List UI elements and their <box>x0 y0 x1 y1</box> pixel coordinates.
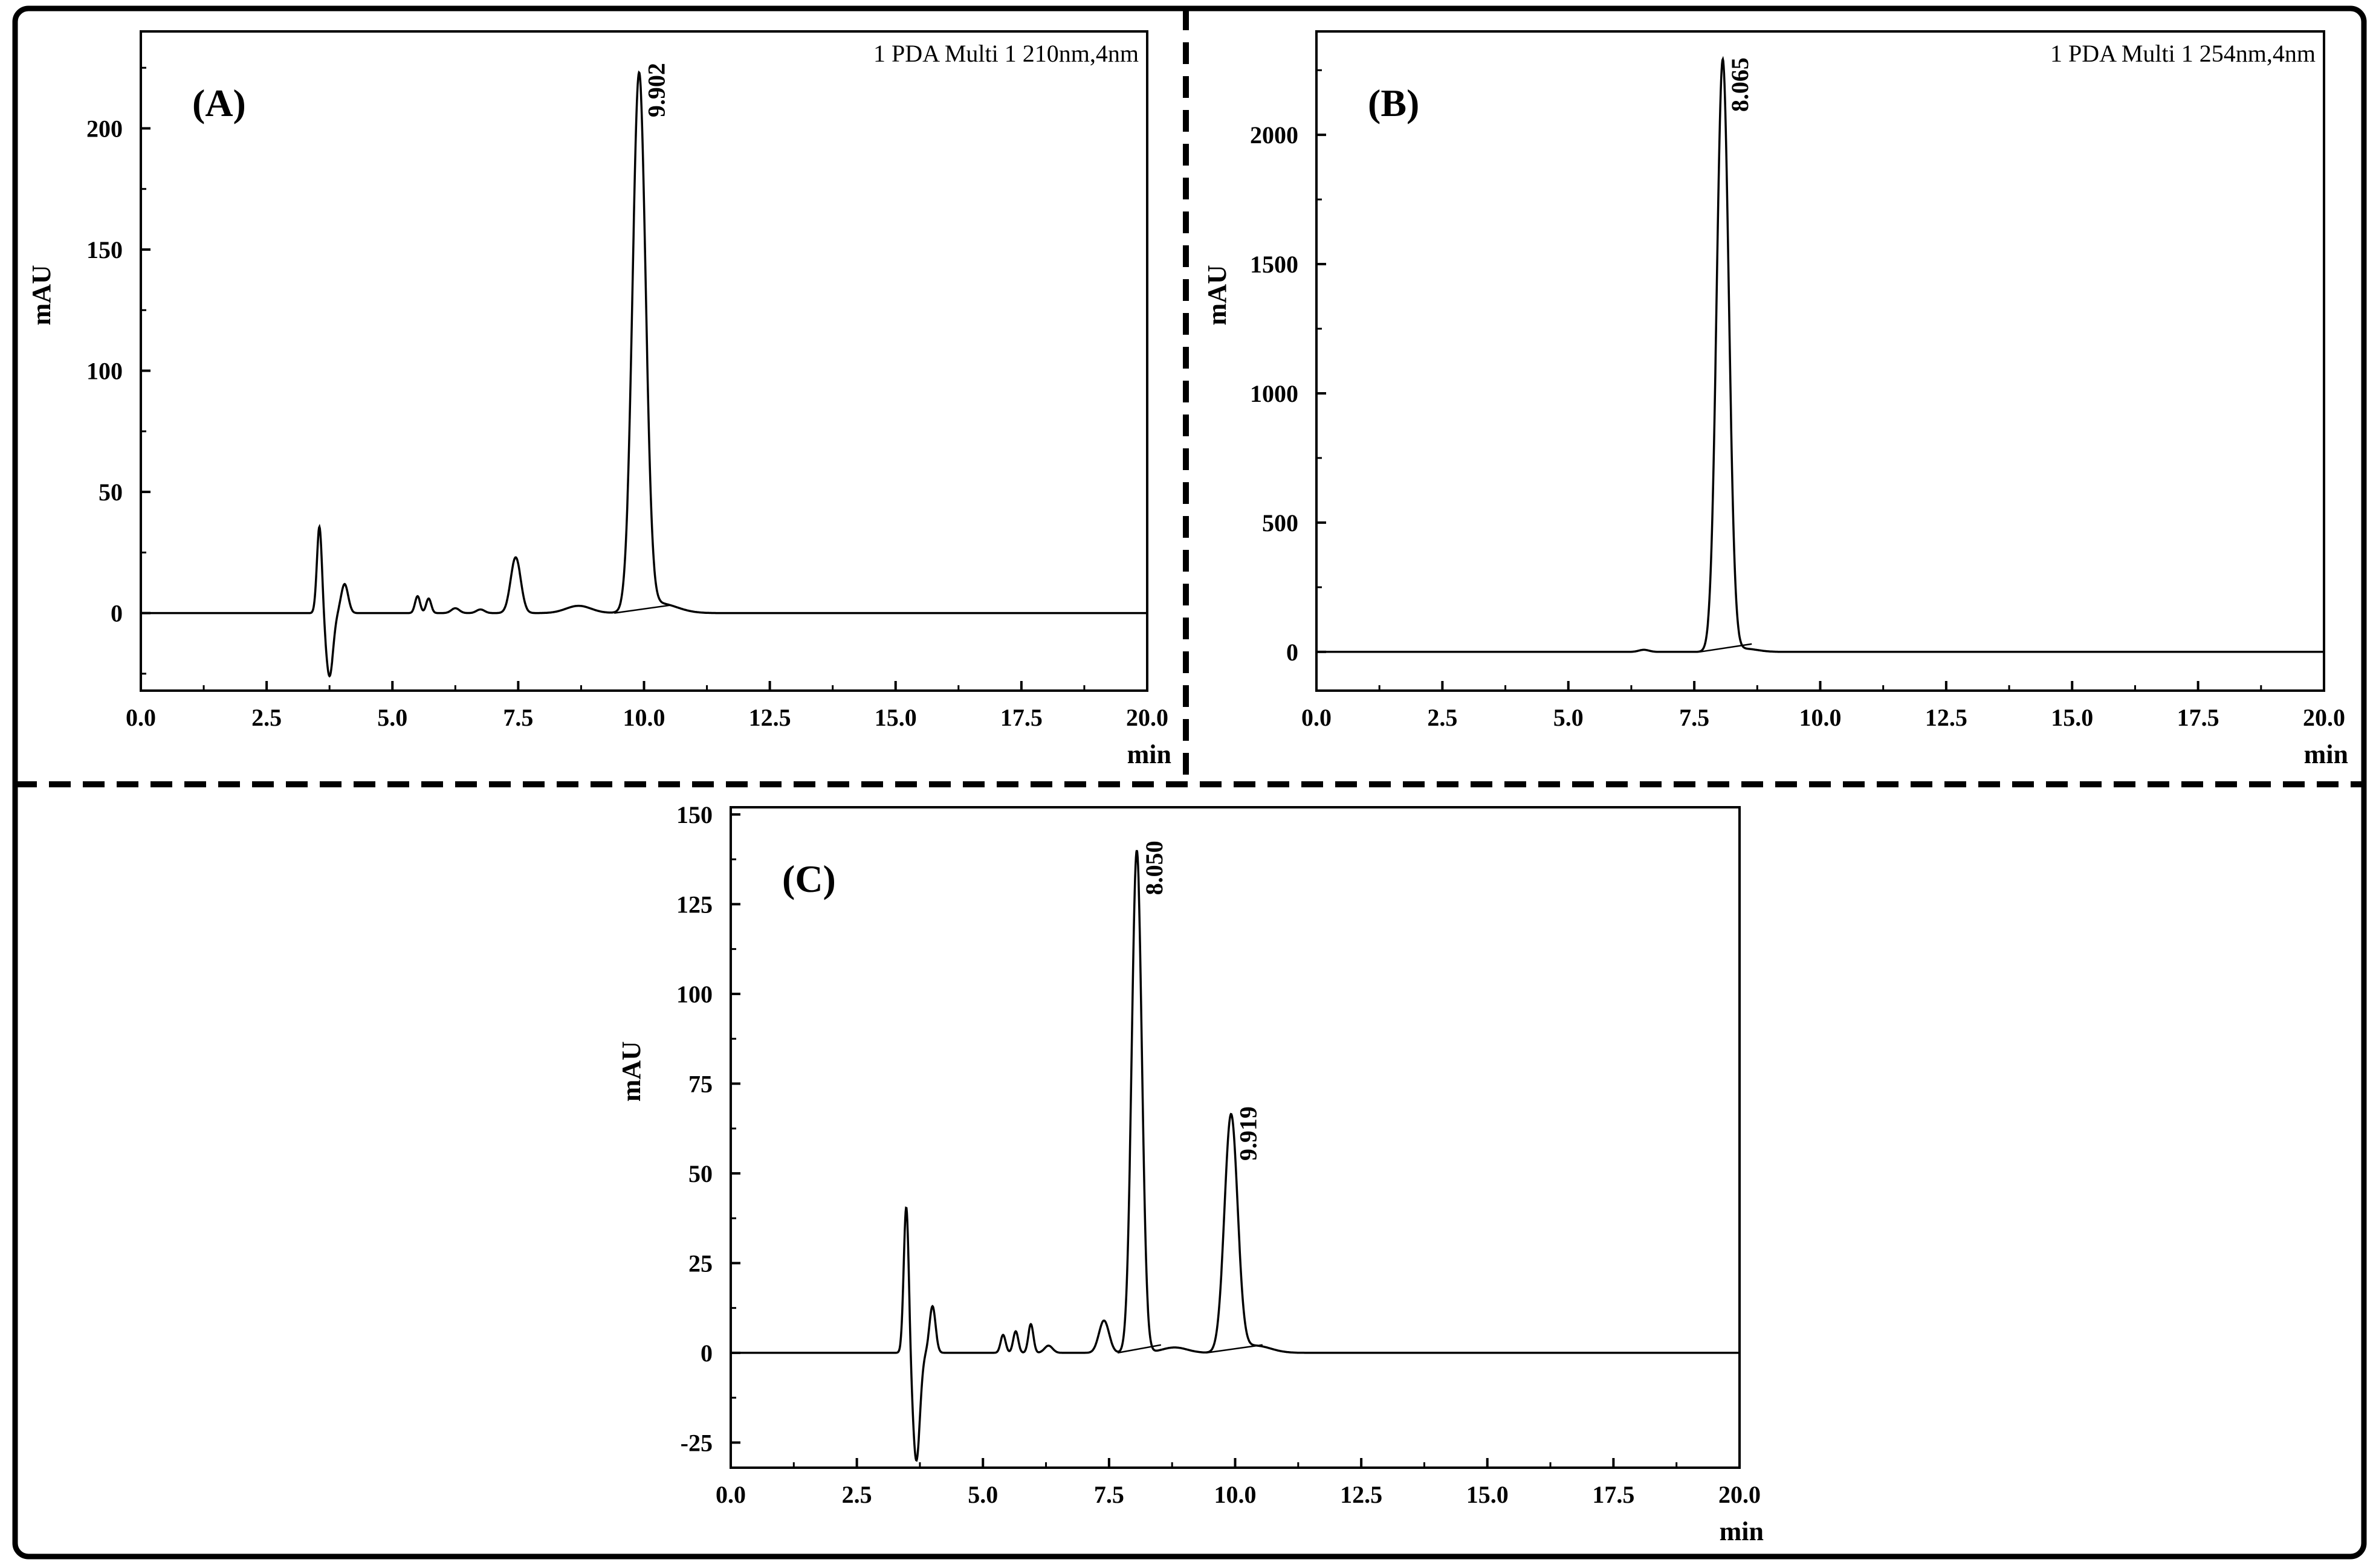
panel-b-frame <box>1315 30 2325 692</box>
panel-a-peak-baseline <box>614 604 671 614</box>
panel-c-peak-baseline <box>1206 1344 1263 1354</box>
panel-a-detector-label: 1 PDA Multi 1 210nm,4nm <box>873 40 1139 67</box>
panel-a-x-tick-label: 12.5 <box>749 704 791 731</box>
panel-a-frame <box>140 30 1148 692</box>
panel-b-y-axis-title: mAU <box>1202 265 1232 325</box>
panel-c-x-tick-label: 5.0 <box>968 1481 998 1508</box>
panel-c-x-tick-label: 20.0 <box>1718 1481 1761 1508</box>
panel-b-y-tick-label: 1500 <box>1250 251 1298 278</box>
panel-b-y-tick-label: 500 <box>1262 509 1298 537</box>
panel-b-x-tick-label: 7.5 <box>1679 704 1709 731</box>
panel-c-x-axis-title: min <box>1720 1517 1764 1546</box>
panel-a-peak-label: 9.902 <box>643 63 670 117</box>
panel-a-x-tick-label: 10.0 <box>623 704 665 731</box>
panel-c-x-tick-label: 0.0 <box>716 1481 746 1508</box>
panel-b-x-tick-label: 12.5 <box>1925 704 1967 731</box>
panel-c-y-axis-title: mAU <box>617 1041 646 1102</box>
panel-b-y-tick-label: 2000 <box>1250 121 1298 149</box>
panel-a-x-tick-label: 15.0 <box>875 704 917 731</box>
panel-b-x-tick-label: 20.0 <box>2303 704 2345 731</box>
panel-a-y-tick-label: 100 <box>86 358 123 385</box>
panel-a-x-tick-label: 7.5 <box>503 704 533 731</box>
panel-a-y-tick-label: 0 <box>111 600 123 627</box>
panel-b-detector-label: 1 PDA Multi 1 254nm,4nm <box>2050 40 2316 67</box>
panel-b-peak-baselines <box>1700 643 1752 653</box>
panel-c-y-ticks: -25 0 25 50 75 100 125 150 <box>676 801 740 1456</box>
panel-b-x-ticks: 0.0 2.5 5.0 7.5 10.0 12.5 15.0 17.5 20.0 <box>1301 681 2345 731</box>
panel-c-y-tick-label: 100 <box>676 981 713 1008</box>
panel-b: 0 500 1000 1500 2000 0.0 2.5 5.0 7.5 10.0 12.5 15.… <box>1202 30 2348 769</box>
panel-a-trace <box>141 70 1147 678</box>
panel-b-peak-baseline <box>1700 643 1752 653</box>
panel-b-x-tick-label: 10.0 <box>1799 704 1842 731</box>
panel-b-x-tick-label: 0.0 <box>1301 704 1332 731</box>
panel-a-x-tick-label: 20.0 <box>1126 704 1168 731</box>
panel-b-y-ticks: 0 500 1000 1500 2000 <box>1250 69 1326 666</box>
panel-c-y-tick-label: 0 <box>701 1340 713 1367</box>
panel-c-x-tick-label: 15.0 <box>1466 1481 1509 1508</box>
panel-c-peak-labels: 8.050 9.919 <box>1141 840 1262 1161</box>
panel-a: 0 50 100 150 200 0.0 2.5 5.0 7.5 10.0 12.5 15.0 17.… <box>27 30 1171 769</box>
panel-a-x-tick-label: 5.0 <box>377 704 407 731</box>
panel-b-x-tick-label: 15.0 <box>2051 704 2093 731</box>
panel-b-x-tick-label: 5.0 <box>1553 704 1584 731</box>
panel-c-x-tick-label: 17.5 <box>1592 1481 1634 1508</box>
panel-a-y-tick-label: 150 <box>86 236 123 263</box>
panel-c-y-tick-label: 75 <box>688 1070 713 1097</box>
panel-b-label: (B) <box>1368 82 1419 124</box>
panel-c-y-tick-label: -25 <box>681 1429 713 1456</box>
panel-c-peak-label: 9.919 <box>1235 1106 1262 1161</box>
panel-a-y-tick-label: 200 <box>86 115 123 142</box>
panel-c-peak-baseline <box>1117 1344 1162 1354</box>
panel-b-x-tick-label: 2.5 <box>1427 704 1457 731</box>
panel-a-y-tick-label: 50 <box>99 479 123 506</box>
panel-a-label: (A) <box>192 82 246 124</box>
panel-a-x-tick-label: 17.5 <box>1000 704 1043 731</box>
panel-b-y-tick-label: 1000 <box>1250 380 1298 407</box>
panel-a-x-axis-title: min <box>1127 740 1171 769</box>
panel-a-y-axis-title: mAU <box>27 265 56 325</box>
panel-b-peak-label: 8.065 <box>1726 57 1753 112</box>
panel-b-x-tick-label: 17.5 <box>2177 704 2219 731</box>
panel-c-x-tick-label: 10.0 <box>1214 1481 1257 1508</box>
panel-a-x-tick-label: 2.5 <box>251 704 282 731</box>
panel-c-peak-baselines <box>1117 1344 1263 1354</box>
panel-c-x-tick-label: 7.5 <box>1094 1481 1124 1508</box>
panel-b-peak-labels: 8.065 <box>1726 57 1753 112</box>
panel-c-label: (C) <box>782 857 836 900</box>
panel-c-x-ticks: 0.0 2.5 5.0 7.5 10.0 12.5 15.0 17.5 20.0 <box>716 1458 1761 1508</box>
panel-b-x-axis-title: min <box>2304 740 2348 769</box>
panel-b-trace <box>1316 56 2324 653</box>
panel-c: -25 0 25 50 75 100 125 150 0.0 2.5 5.0 7.5 10.0 12.5… <box>617 801 1764 1546</box>
panel-a-x-ticks: 0.0 2.5 5.0 7.5 10.0 12.5 15.0 17.5 20.0 <box>126 681 1168 731</box>
panel-b-y-tick-label: 0 <box>1286 639 1298 666</box>
panel-c-x-tick-label: 12.5 <box>1340 1481 1382 1508</box>
panel-a-peak-baselines <box>614 604 671 614</box>
panel-c-y-tick-label: 125 <box>676 891 713 918</box>
panel-c-y-tick-label: 25 <box>688 1250 713 1277</box>
panel-c-y-tick-label: 150 <box>676 801 713 828</box>
panel-a-peak-labels: 9.902 <box>643 63 670 117</box>
panel-c-trace <box>731 850 1740 1462</box>
panel-c-y-tick-label: 50 <box>688 1160 713 1187</box>
panel-c-x-tick-label: 2.5 <box>842 1481 872 1508</box>
panel-a-x-tick-label: 0.0 <box>126 704 156 731</box>
panel-c-peak-label: 8.050 <box>1141 840 1168 895</box>
